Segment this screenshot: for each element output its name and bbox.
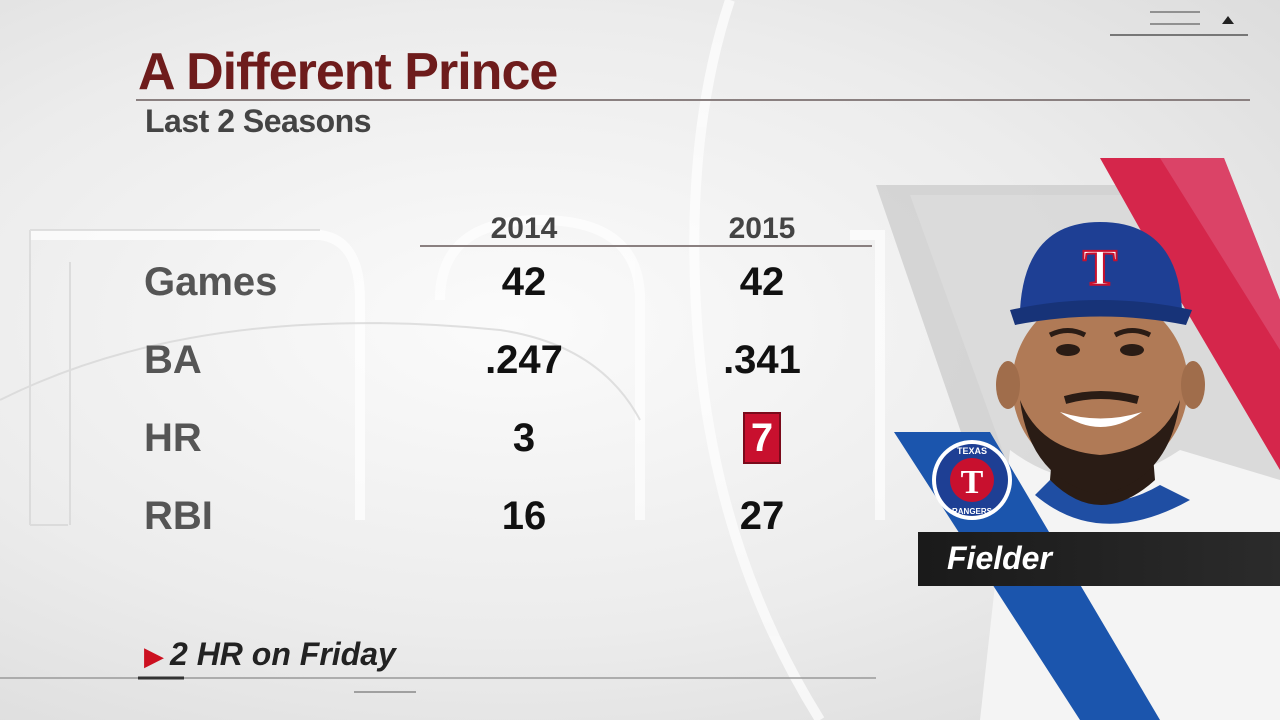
cap-letter: T bbox=[1083, 240, 1118, 297]
cell-hr-2014: 3 bbox=[512, 416, 536, 460]
footnote: ▶ 2 HR on Friday bbox=[144, 636, 396, 673]
logo-top-text: TEXAS bbox=[957, 446, 987, 456]
logo-bottom-text: RANGERS bbox=[952, 507, 993, 516]
player-headshot: T T TEXAS RANGERS bbox=[876, 158, 1280, 720]
player-name: Fielder bbox=[947, 540, 1052, 576]
row-label-rbi: RBI bbox=[144, 494, 213, 538]
up-arrow-icon bbox=[1222, 16, 1234, 24]
rangers-logo-icon: T TEXAS RANGERS bbox=[932, 440, 1012, 520]
logo-letter: T bbox=[961, 464, 984, 501]
row-label-games: Games bbox=[144, 260, 278, 304]
bottom-decoration bbox=[0, 676, 876, 693]
cell-games-2015: 42 bbox=[739, 260, 785, 304]
cell-ba-2014: .247 bbox=[485, 338, 563, 382]
footnote-text: 2 HR on Friday bbox=[170, 636, 396, 672]
page-subtitle: Last 2 Seasons bbox=[145, 103, 372, 139]
row-label-ba: BA bbox=[144, 338, 202, 382]
header-divider bbox=[420, 245, 872, 247]
triangle-right-icon: ▶ bbox=[144, 641, 164, 671]
cell-ba-2015: .341 bbox=[723, 338, 801, 382]
column-header-2014: 2014 bbox=[490, 212, 558, 245]
highlight-badge: 7 bbox=[742, 412, 782, 464]
cell-rbi-2014: 16 bbox=[501, 494, 547, 538]
page-title: A Different Prince bbox=[138, 43, 558, 101]
cell-rbi-2015: 27 bbox=[739, 494, 785, 538]
row-label-hr: HR bbox=[144, 416, 202, 460]
name-bar bbox=[918, 532, 1280, 586]
cell-hr-2015: 7 bbox=[662, 412, 862, 464]
column-header-2015: 2015 bbox=[728, 212, 796, 245]
corner-decoration bbox=[1110, 11, 1248, 36]
title-divider bbox=[136, 99, 1250, 101]
cell-games-2014: 42 bbox=[501, 260, 547, 304]
